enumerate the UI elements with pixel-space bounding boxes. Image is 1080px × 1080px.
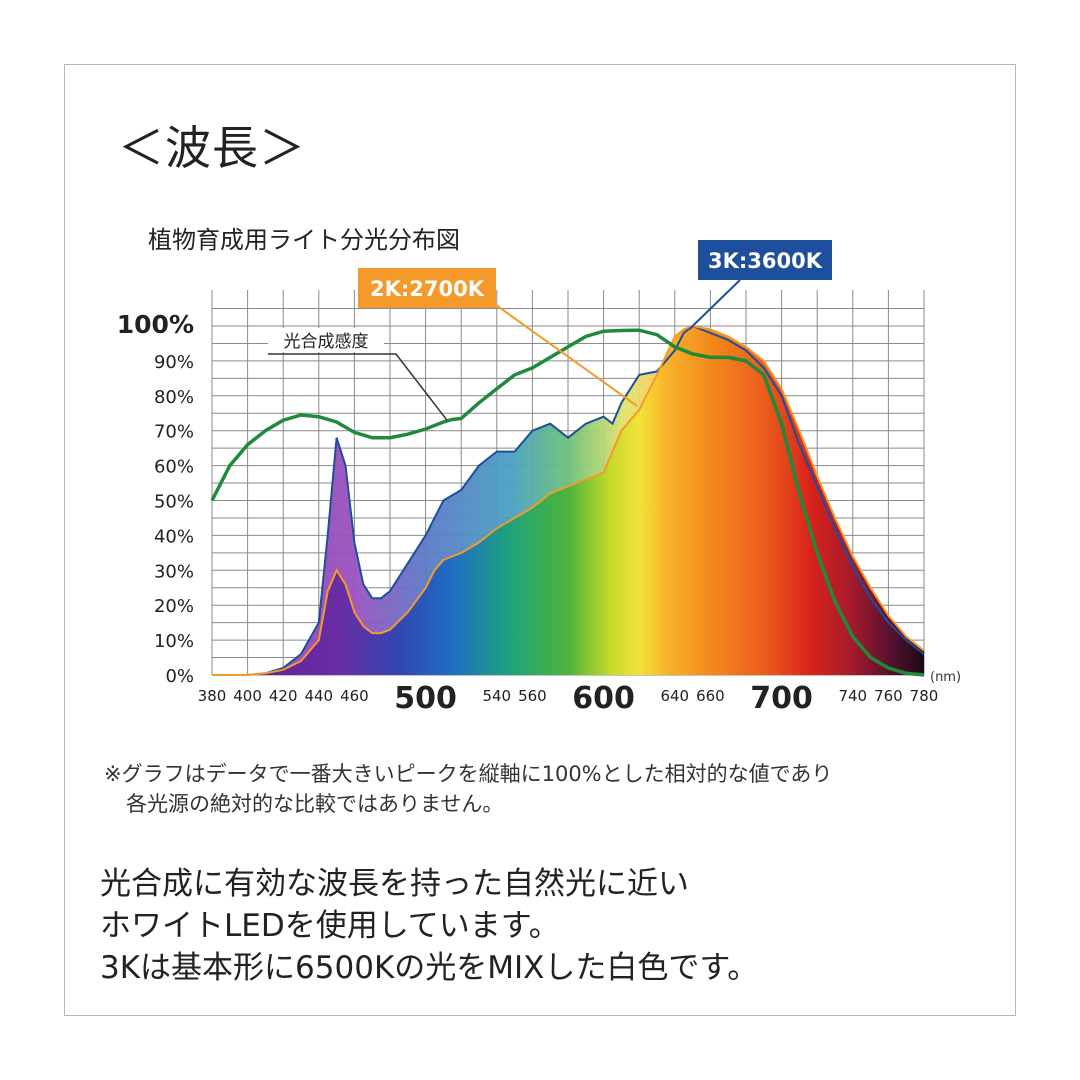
x-tick-label: 560 — [518, 687, 547, 705]
note-line-2: 各光源の絶対的な比較ではありません。 — [126, 792, 504, 816]
content-frame — [64, 64, 1016, 1016]
annotation-3k-box — [698, 240, 832, 280]
x-tick-label: 600 — [572, 681, 635, 716]
spectrum-areas — [212, 326, 924, 675]
y-tick-label: 80% — [154, 387, 194, 408]
annotation-2k-label: 2K:2700K — [370, 277, 485, 301]
x-unit-label: (nm) — [930, 670, 961, 685]
series-annotations: 3K:3600K 2K:2700K 光合成感度 — [268, 240, 832, 421]
x-tick-label: 440 — [304, 687, 333, 705]
x-tick-label: 540 — [482, 687, 511, 705]
annotation-photo-pointer — [268, 353, 448, 421]
x-axis-ticks: 380 400 420 440 460 500 540 560 600 640 660 700 740 7… — [198, 670, 961, 716]
series-lines — [210, 324, 925, 677]
y-tick-label: 0% — [165, 666, 194, 687]
x-tick-label: 660 — [696, 687, 725, 705]
y-tick-label: 10% — [154, 631, 194, 652]
x-tick-label: 420 — [269, 687, 298, 705]
line-2k — [212, 324, 925, 676]
x-tick-label: 400 — [233, 687, 262, 705]
y-tick-label: 20% — [154, 596, 194, 617]
x-tick-label: 460 — [340, 687, 369, 705]
line-3k — [212, 324, 925, 676]
body-line-2: ホワイトLEDを使用しています。 — [100, 908, 560, 944]
annotation-photo-box — [268, 328, 384, 352]
x-tick-label: 780 — [910, 687, 939, 705]
annotation-3k-pointer — [688, 279, 741, 331]
y-tick-label: 40% — [154, 526, 194, 547]
annotation-2k-box — [358, 268, 496, 308]
chart-title: 植物育成用ライト分光分布図 — [148, 226, 460, 254]
page-heading: ＜波長＞ — [118, 121, 306, 175]
note-line-1: ※グラフはデータで一番大きいピークを縦軸に100%とした相対的な値であり — [104, 762, 833, 786]
y-tick-label: 60% — [154, 457, 194, 478]
x-tick-label: 740 — [838, 687, 867, 705]
y-tick-label: 70% — [154, 422, 194, 443]
x-tick-label: 760 — [874, 687, 903, 705]
line-photosynthesis — [210, 328, 925, 677]
area-2k — [212, 326, 924, 675]
y-tick-label: 90% — [154, 352, 194, 373]
x-tick-label: 380 — [198, 687, 227, 705]
annotation-2k-pointer — [495, 304, 639, 408]
x-tick-label: 500 — [394, 681, 457, 716]
annotation-photo-label: 光合成感度 — [284, 332, 369, 352]
y-tick-label: 30% — [154, 561, 194, 582]
body-line-1: 光合成に有効な波長を持った自然光に近い — [100, 866, 689, 902]
annotation-3k-label: 3K:3600K — [708, 249, 823, 273]
y-tick-label: 50% — [154, 492, 194, 513]
y-axis-ticks: 0% 10% 20% 30% 40% 50% 60% 70% 80% 90% 100% — [117, 310, 194, 687]
x-tick-label: 700 — [750, 681, 813, 716]
y-tick-label: 100% — [117, 310, 194, 339]
x-tick-label: 640 — [660, 687, 689, 705]
body-line-3: 3Kは基本形に6500Kの光をMIXした白色です。 — [100, 950, 759, 986]
